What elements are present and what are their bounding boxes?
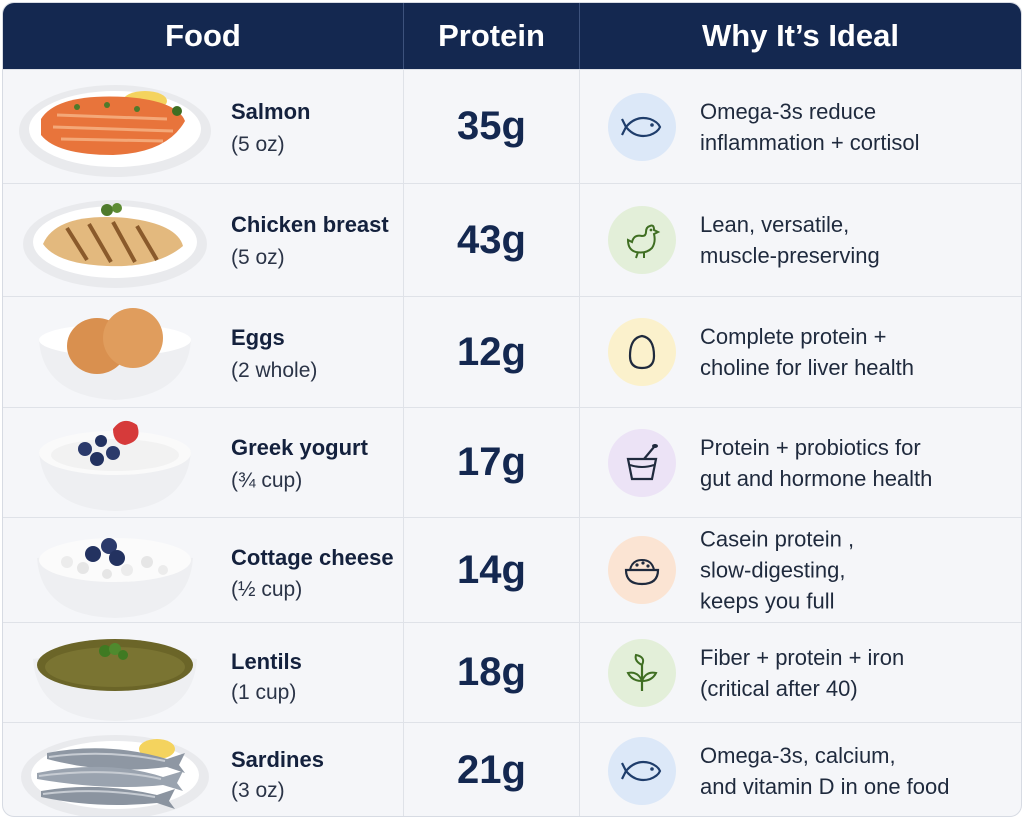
protein-value: 35g bbox=[404, 70, 580, 183]
food-name: Eggs bbox=[231, 325, 285, 350]
sardines-plate-image bbox=[21, 734, 209, 816]
why-cell: Fiber + protein + iron (critical after 40… bbox=[580, 623, 1021, 722]
header-why: Why It’s Ideal bbox=[702, 18, 899, 53]
food-portion: (2 whole) bbox=[231, 359, 318, 382]
food-portion: (1 cup) bbox=[231, 681, 297, 704]
why-text: Fiber + protein + iron (critical after 40… bbox=[700, 644, 905, 701]
food-name: Cottage cheese bbox=[231, 545, 394, 570]
why-text: Protein + probiotics for gut and hormone … bbox=[700, 434, 933, 491]
food-cell: Lentils (1 cup) bbox=[3, 623, 404, 722]
table-row: Sardines (3 oz) 21g Omega-3s, calcium, an… bbox=[3, 722, 1021, 816]
lentils-bowl-image bbox=[33, 638, 197, 721]
salmon-plate-image bbox=[19, 84, 211, 177]
cheese-bowl-icon bbox=[608, 536, 676, 604]
eggs-bowl-image bbox=[39, 308, 191, 400]
fish-icon bbox=[608, 736, 676, 805]
chicken-icon bbox=[608, 206, 676, 274]
why-text: Omega-3s, calcium, and vitamin D in one f… bbox=[700, 742, 950, 799]
table-row: Greek yogurt (¾ cup) 17g Protein + probi… bbox=[3, 407, 1021, 517]
food-portion: (¾ cup) bbox=[231, 469, 303, 492]
table-row: Eggs (2 whole) 12g Complete protein + cho… bbox=[3, 296, 1021, 407]
header-protein: Protein bbox=[404, 3, 580, 69]
protein-value: 21g bbox=[404, 723, 580, 816]
protein-value: 14g bbox=[404, 518, 580, 622]
why-text: Complete protein + choline for liver heal… bbox=[700, 324, 915, 380]
why-cell: Casein protein , slow-digesting, keeps you… bbox=[580, 518, 1021, 622]
table-row: Chicken breast (5 oz) 43g Lean, versatil… bbox=[3, 183, 1021, 296]
food-name: Lentils bbox=[231, 649, 302, 674]
food-cell: Sardines (3 oz) bbox=[3, 723, 404, 816]
greek-yogurt-bowl-image bbox=[39, 420, 191, 511]
table-row: Lentils (1 cup) 18g Fiber + protein + ir… bbox=[3, 622, 1021, 722]
why-cell: Omega-3s, calcium, and vitamin D in one f… bbox=[580, 723, 1021, 816]
egg-icon bbox=[608, 318, 676, 386]
food-name: Chicken breast bbox=[231, 212, 389, 237]
food-name: Sardines bbox=[231, 747, 324, 772]
food-cell: Chicken breast (5 oz) bbox=[3, 184, 404, 296]
why-cell: Omega-3s reduce inflammation + cortisol bbox=[580, 70, 1021, 183]
why-text: Omega-3s reduce inflammation + cortisol bbox=[700, 98, 920, 155]
food-name: Salmon bbox=[231, 99, 311, 124]
food-cell: Salmon (5 oz) bbox=[3, 70, 404, 183]
yogurt-cup-icon bbox=[608, 428, 676, 497]
fish-icon bbox=[608, 92, 676, 161]
table-row: Cottage cheese (½ cup) 14g Casein protei… bbox=[3, 517, 1021, 622]
food-portion: (5 oz) bbox=[231, 246, 285, 269]
why-text: Lean, versatile, muscle-preserving bbox=[700, 212, 880, 268]
table-header: Food Protein Why It’s Ideal bbox=[3, 3, 1021, 69]
header-food: Food bbox=[3, 3, 404, 69]
chicken-breast-plate-image bbox=[23, 200, 207, 288]
food-cell: Eggs (2 whole) bbox=[3, 297, 404, 407]
food-portion: (5 oz) bbox=[231, 133, 285, 156]
cottage-cheese-bowl-image bbox=[37, 538, 193, 618]
protein-value: 12g bbox=[404, 297, 580, 407]
food-name: Greek yogurt bbox=[231, 435, 368, 460]
protein-value: 17g bbox=[404, 408, 580, 517]
table-row: Salmon (5 oz) 35g Omega-3s reduce inflamm… bbox=[3, 69, 1021, 183]
why-text: Casein protein , slow-digesting, keeps you… bbox=[700, 526, 855, 614]
why-cell: Complete protein + choline for liver heal… bbox=[580, 297, 1021, 407]
protein-value: 18g bbox=[404, 623, 580, 722]
protein-value: 43g bbox=[404, 184, 580, 296]
why-cell: Lean, versatile, muscle-preserving bbox=[580, 184, 1021, 296]
food-portion: (½ cup) bbox=[231, 578, 303, 601]
sprout-icon bbox=[608, 638, 676, 707]
food-portion: (3 oz) bbox=[231, 779, 285, 802]
food-cell: Cottage cheese (½ cup) bbox=[3, 518, 404, 622]
food-cell: Greek yogurt (¾ cup) bbox=[3, 408, 404, 517]
why-cell: Protein + probiotics for gut and hormone … bbox=[580, 408, 1021, 517]
